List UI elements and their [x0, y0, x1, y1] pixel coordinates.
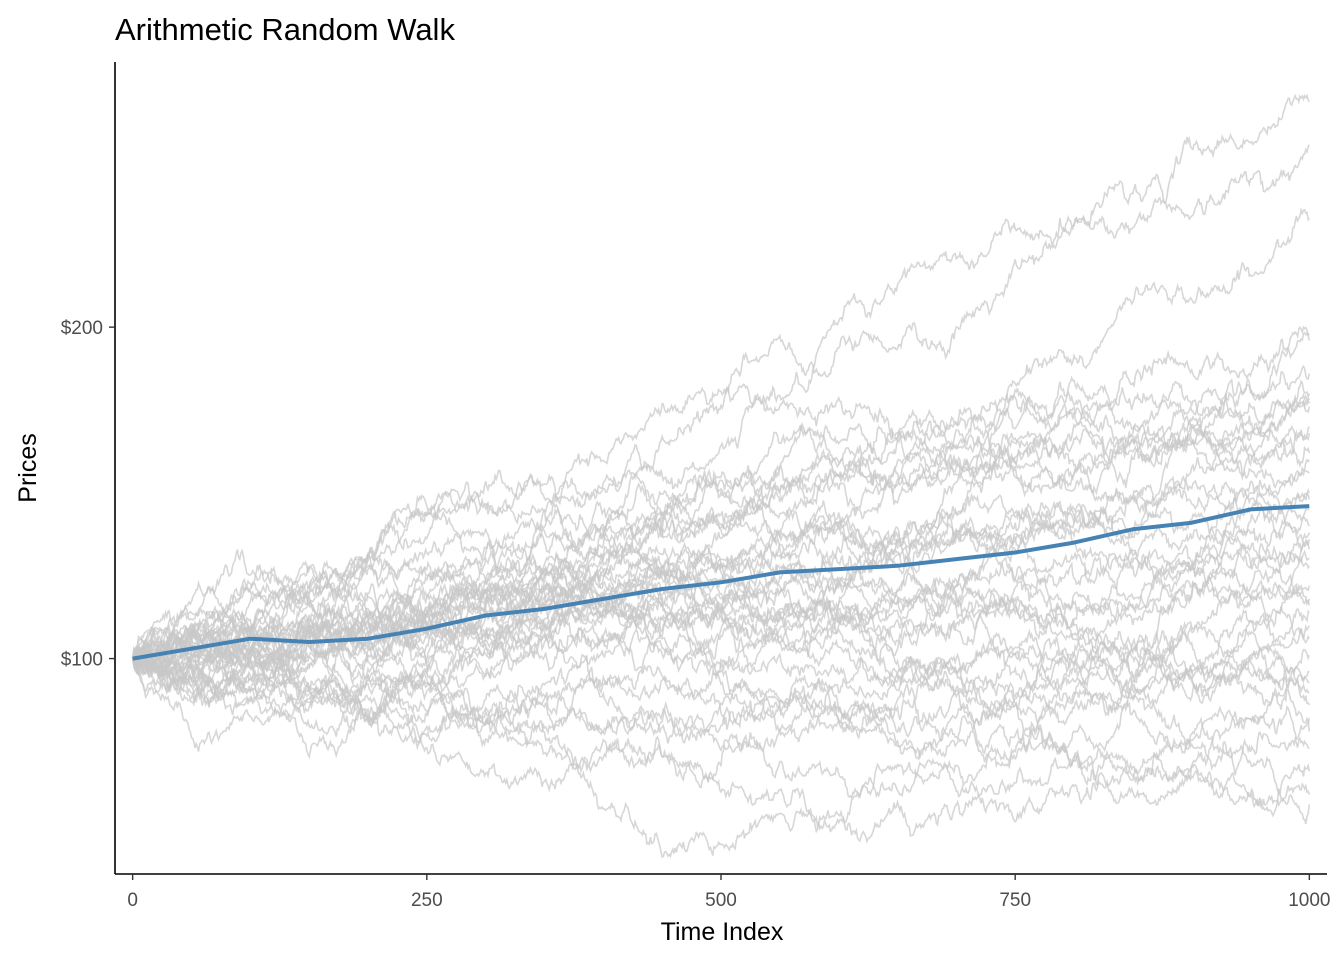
x-tick-label: 1000 [1288, 890, 1330, 911]
simulation-path [132, 564, 1310, 776]
mean-path [132, 504, 1310, 661]
x-tick-label: 250 [411, 890, 443, 911]
simulation-path [131, 393, 1311, 666]
y-axis-ticks: $100 $200 [61, 318, 115, 671]
simulation-path [132, 544, 1310, 726]
simulation-path [131, 207, 1310, 679]
y-tick-label: $200 [61, 318, 103, 339]
simulation-path [132, 610, 1311, 797]
simulation-path [132, 473, 1310, 667]
simulation-paths [131, 93, 1311, 859]
x-tick-label: 750 [999, 890, 1031, 911]
y-axis-title: Prices [14, 433, 42, 502]
chart-title: Arithmetic Random Walk [115, 12, 455, 47]
simulation-path [132, 375, 1311, 677]
simulation-path [131, 649, 1310, 859]
x-tick-label: 500 [705, 890, 737, 911]
simulation-path [131, 658, 1311, 825]
simulation-path [132, 419, 1311, 700]
mean-path-line [132, 504, 1310, 661]
y-tick-label: $100 [61, 650, 103, 671]
simulation-path [131, 331, 1311, 716]
simulation-path [131, 653, 1311, 834]
simulation-path [131, 553, 1311, 697]
simulation-path [131, 636, 1311, 760]
simulation-path [131, 560, 1311, 706]
simulation-path [132, 555, 1310, 734]
simulation-path [132, 521, 1311, 675]
simulation-path [131, 641, 1311, 809]
x-axis-title: Time Index [661, 918, 784, 946]
simulation-path [131, 93, 1310, 659]
x-tick-label: 0 [127, 890, 138, 911]
x-axis-ticks: 0 250 500 750 1000 [127, 874, 1330, 911]
